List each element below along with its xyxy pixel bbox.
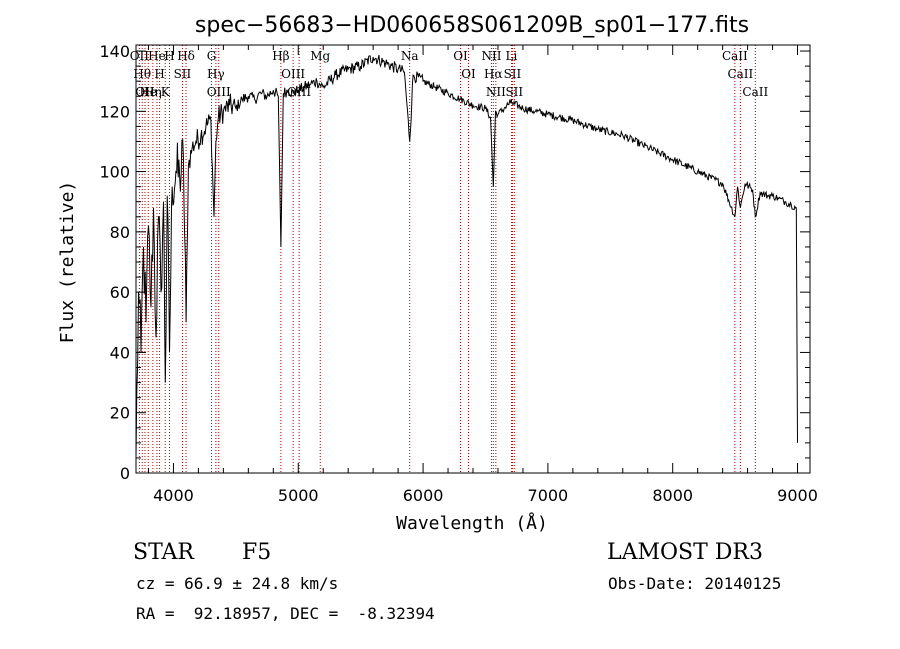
spectral-line-label: G (207, 49, 217, 63)
spectral-line-label: Hγ (207, 67, 225, 81)
spectral-line-label: CaII (727, 67, 753, 81)
x-tick-label: 5000 (278, 486, 319, 505)
spectral-line-label: SII (505, 85, 523, 99)
x-axis-ticks: 4000 5000 6000 7000 8000 9000 (147, 45, 818, 505)
y-axis-label: Flux (relative) (57, 181, 78, 344)
spectral-line-label: Hα (484, 67, 503, 81)
x-tick-label: 4000 (153, 486, 194, 505)
spectral-line-label: He (139, 85, 157, 99)
y-tick-label: 0 (120, 464, 130, 483)
y-tick-label: 60 (110, 283, 130, 302)
spectral-line-label: CaII (742, 85, 768, 99)
spectral-line-label: K (161, 85, 171, 99)
spectral-line-label: OIII (207, 85, 231, 99)
spectral-line-label: OIII (281, 67, 305, 81)
spectral-line-label: SII (504, 67, 522, 81)
y-tick-label: 100 (99, 163, 130, 182)
spectral-line-label: OI (453, 49, 468, 63)
spectral-line-label: OI (461, 67, 476, 81)
redshift-cz: cz = 66.9 ± 24.8 km/s (136, 574, 339, 593)
spectral-line-label: Hθ (133, 67, 151, 81)
y-tick-label: 140 (99, 42, 130, 61)
spectral-line-label: NII (486, 85, 506, 99)
x-tick-label: 6000 (403, 486, 444, 505)
spectral-line-label: Na (401, 49, 419, 63)
spectral-line-label: OII (135, 85, 155, 99)
spectral-line-label: OII (130, 49, 150, 63)
spectral-line-label: Li (506, 49, 518, 63)
y-tick-label: 120 (99, 102, 130, 121)
obs-date: Obs-Date: 20140125 (608, 574, 782, 593)
spectral-line-label: H (154, 67, 164, 81)
spectral-line-label: Mg (310, 49, 330, 63)
spectral-line-label: Hη (144, 85, 162, 99)
spectral-line-label: He (148, 49, 166, 63)
spectral-line-label: CaII (722, 49, 748, 63)
ra-dec: RA = 92.18957, DEC = -8.32394 (136, 604, 435, 623)
x-tick-label: 8000 (652, 486, 693, 505)
spectral-line-label: NII (481, 49, 501, 63)
x-tick-label: 9000 (777, 486, 818, 505)
spectral-line-label: H (164, 49, 174, 63)
y-tick-label: 80 (110, 223, 130, 242)
spectrum-line (135, 54, 798, 458)
spectral-line-label: SII (174, 67, 192, 81)
y-tick-label: 20 (110, 404, 130, 423)
y-tick-label: 40 (110, 343, 130, 362)
x-tick-label: 7000 (528, 486, 569, 505)
chart-title: spec−56683−HD060658S061209B_sp01−177.fit… (195, 13, 749, 38)
object-class: STAR (133, 540, 194, 565)
object-subclass: F5 (242, 540, 272, 565)
spectral-line-label: Hβ (272, 49, 289, 63)
x-axis-label: Wavelength (Å) (396, 512, 548, 534)
survey-name: LAMOST DR3 (607, 540, 763, 565)
spectral-line-label: Hδ (177, 49, 195, 63)
y-axis-ticks: 0 20 40 60 80 100 120 140 (99, 42, 810, 483)
